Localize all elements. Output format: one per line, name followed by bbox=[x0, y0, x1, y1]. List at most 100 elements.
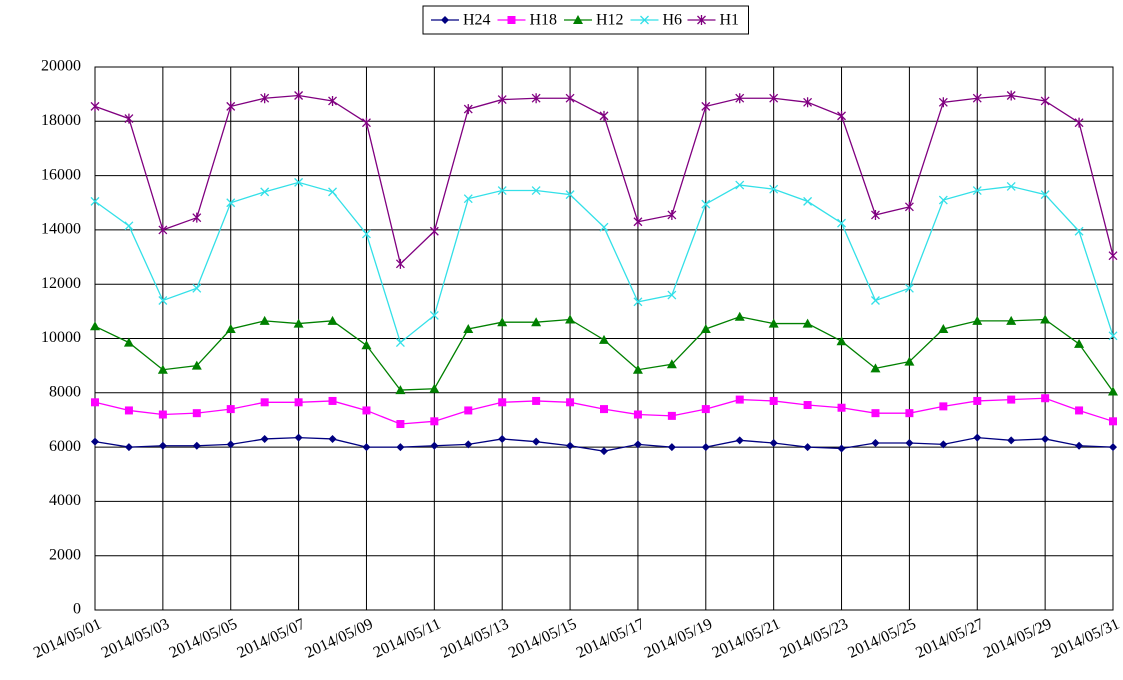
point bbox=[294, 90, 304, 101]
point bbox=[871, 439, 880, 448]
y-tick-label: 2000 bbox=[49, 546, 81, 563]
point bbox=[464, 440, 473, 449]
point bbox=[837, 218, 846, 228]
point bbox=[362, 117, 371, 128]
point bbox=[700, 323, 711, 333]
point bbox=[1041, 394, 1050, 403]
point bbox=[361, 340, 372, 350]
point bbox=[532, 396, 541, 405]
legend-marker bbox=[640, 15, 649, 25]
y-tick-label: 12000 bbox=[41, 275, 81, 292]
point bbox=[395, 258, 405, 269]
point bbox=[1007, 395, 1016, 404]
point bbox=[362, 443, 371, 452]
legend: H24 H18 H12 H6 H1 bbox=[422, 5, 749, 35]
point bbox=[1108, 386, 1118, 396]
x-tick-label: 2014/05/23 bbox=[778, 616, 851, 662]
point bbox=[566, 441, 575, 450]
y-tick-label: 8000 bbox=[49, 383, 81, 400]
point bbox=[803, 401, 812, 410]
point bbox=[498, 398, 507, 407]
point bbox=[91, 437, 99, 446]
point bbox=[566, 398, 575, 407]
point bbox=[191, 360, 202, 370]
point bbox=[362, 229, 371, 239]
y-tick-label: 14000 bbox=[41, 221, 81, 238]
point bbox=[768, 318, 779, 328]
point bbox=[1006, 182, 1016, 191]
point bbox=[260, 187, 270, 197]
point bbox=[938, 97, 948, 108]
point bbox=[837, 110, 846, 121]
point bbox=[192, 441, 201, 450]
point bbox=[904, 356, 915, 366]
y-tick-label: 4000 bbox=[49, 492, 81, 509]
point bbox=[395, 338, 405, 348]
point bbox=[328, 434, 337, 443]
point bbox=[871, 209, 880, 220]
point bbox=[939, 440, 948, 449]
point bbox=[532, 437, 541, 446]
point bbox=[430, 441, 439, 450]
x-tick-label: 2014/05/25 bbox=[845, 616, 918, 662]
point bbox=[973, 396, 982, 405]
point bbox=[497, 317, 508, 327]
y-tick-label: 0 bbox=[73, 601, 81, 618]
legend-label: H6 bbox=[663, 12, 683, 29]
point bbox=[803, 97, 813, 108]
point bbox=[226, 440, 235, 449]
point bbox=[633, 297, 643, 307]
point bbox=[429, 226, 439, 237]
point bbox=[294, 398, 303, 407]
point bbox=[396, 420, 405, 429]
point bbox=[1007, 436, 1016, 445]
point bbox=[328, 187, 337, 197]
point bbox=[124, 221, 134, 231]
point bbox=[735, 180, 745, 190]
x-tick-label: 2014/05/07 bbox=[235, 616, 308, 662]
legend-label: H18 bbox=[530, 12, 558, 29]
point bbox=[1109, 443, 1117, 452]
point bbox=[803, 443, 812, 452]
point bbox=[497, 94, 507, 105]
point bbox=[837, 444, 846, 453]
point bbox=[531, 186, 541, 195]
point bbox=[1006, 90, 1016, 101]
point bbox=[1074, 338, 1085, 348]
legend-label: H1 bbox=[720, 12, 740, 29]
point bbox=[1075, 441, 1084, 450]
point bbox=[327, 315, 338, 325]
point bbox=[600, 405, 608, 414]
point bbox=[939, 402, 948, 411]
point bbox=[599, 222, 609, 232]
point bbox=[905, 439, 914, 448]
point bbox=[837, 403, 846, 412]
point bbox=[1041, 434, 1050, 443]
point bbox=[871, 409, 880, 418]
plot-border bbox=[94, 66, 1114, 611]
point bbox=[124, 443, 133, 452]
point bbox=[769, 439, 778, 448]
point bbox=[158, 441, 167, 450]
x-tick-label: 2014/05/03 bbox=[99, 616, 172, 662]
x-tick-label: 2014/05/15 bbox=[506, 616, 579, 662]
x-tick-label: 2014/05/21 bbox=[710, 616, 783, 662]
y-tick-label: 10000 bbox=[41, 329, 81, 346]
y-tick-label: 18000 bbox=[41, 112, 81, 129]
point bbox=[769, 184, 779, 194]
point bbox=[701, 405, 710, 414]
point bbox=[259, 315, 270, 325]
point bbox=[90, 196, 100, 206]
point bbox=[666, 359, 677, 369]
point bbox=[1006, 315, 1017, 325]
point bbox=[735, 395, 744, 404]
point bbox=[463, 323, 474, 333]
point bbox=[464, 406, 473, 415]
y-tick-label: 20000 bbox=[41, 58, 81, 75]
point bbox=[972, 93, 982, 104]
point bbox=[599, 334, 609, 344]
point bbox=[260, 398, 269, 407]
point bbox=[633, 216, 643, 227]
point bbox=[328, 95, 337, 106]
point bbox=[1040, 190, 1050, 200]
